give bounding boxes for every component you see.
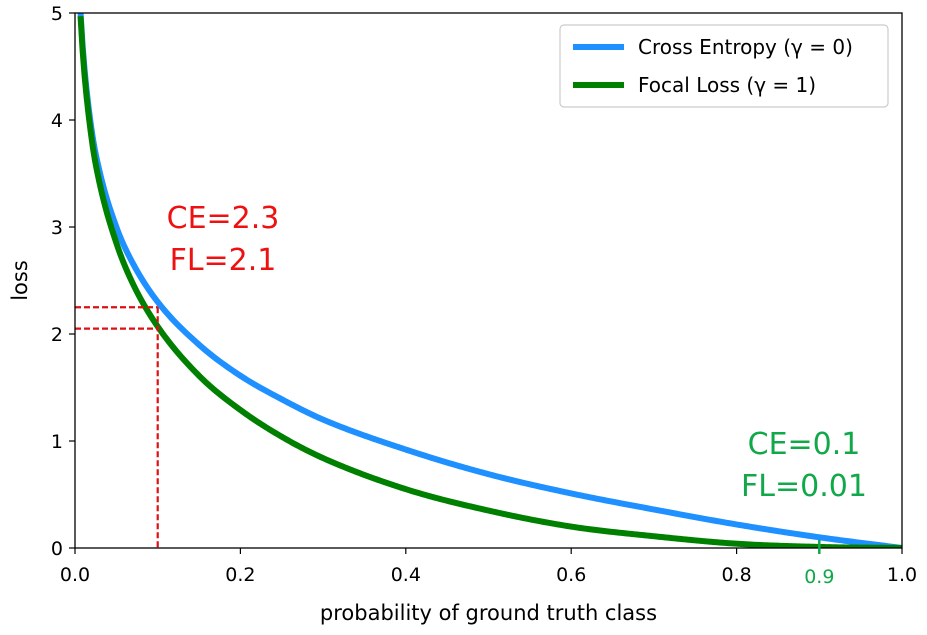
y-tick-label: 3 (51, 217, 63, 239)
x-tick-label: 0.4 (391, 564, 421, 586)
x-tick-label: 0.2 (225, 564, 255, 586)
x-axis-label: probability of ground truth class (320, 601, 657, 625)
annotation-2-line-2: FL=0.01 (741, 469, 867, 504)
annotations: CE=2.3 FL=2.1 CE=0.1 FL=0.01 (167, 201, 867, 504)
highlight-tick-label: 0.9 (804, 566, 834, 588)
y-tick-label: 5 (51, 3, 63, 25)
annotation-1-line-1: CE=2.3 (167, 201, 280, 236)
annotation-2-line-1: CE=0.1 (748, 427, 861, 462)
series-layer (77, 13, 902, 548)
legend: Cross Entropy (γ = 0) Focal Loss (γ = 1) (559, 24, 889, 108)
y-tick-label: 1 (51, 431, 63, 453)
series-line-1 (77, 13, 902, 548)
legend-label-1: Cross Entropy (γ = 0) (638, 35, 853, 59)
reference-lines (75, 306, 159, 548)
legend-label-2: Focal Loss (γ = 1) (638, 73, 816, 97)
y-tick-label: 2 (51, 324, 63, 346)
series-line-2 (77, 16, 902, 548)
plot-frame (74, 12, 903, 549)
annotation-1-line-2: FL=2.1 (170, 243, 277, 278)
x-axis-ticks: 0.0 0.2 0.4 0.6 0.8 1.0 (60, 548, 917, 586)
highlight-tick: 0.9 (804, 540, 834, 588)
y-axis-label: loss (8, 260, 32, 301)
x-tick-label: 0.6 (556, 564, 586, 586)
x-tick-label: 1.0 (887, 564, 917, 586)
y-tick-label: 0 (51, 538, 63, 560)
legend-box (559, 24, 889, 108)
x-tick-label: 0.8 (721, 564, 751, 586)
x-tick-label: 0.0 (60, 564, 90, 586)
y-axis-ticks: 0 1 2 3 4 5 (51, 3, 75, 560)
y-tick-label: 4 (51, 110, 63, 132)
